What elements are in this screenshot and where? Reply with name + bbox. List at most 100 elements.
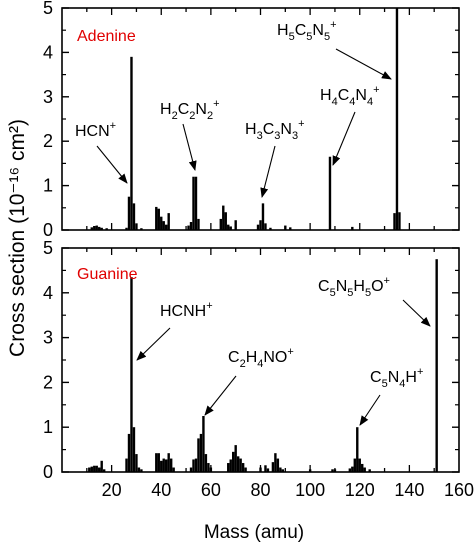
ion-label: H4C4N4+	[320, 84, 380, 108]
ion-label: H2C2N2+	[160, 98, 220, 122]
peak-bar	[93, 226, 96, 230]
peak-bar	[130, 56, 133, 231]
peak-bar	[137, 467, 141, 472]
peak-bar	[157, 208, 160, 230]
y-tick-label: 3	[43, 328, 53, 348]
peak-bar	[281, 469, 285, 472]
peak-bar	[100, 227, 103, 230]
annotation-arrow	[204, 375, 237, 416]
y-tick-label: 1	[43, 417, 53, 437]
peak-bar	[398, 212, 401, 230]
peak-bar	[328, 156, 332, 230]
y-tick-label: 0	[43, 220, 53, 240]
peak-bar	[256, 224, 260, 230]
peak-bar	[95, 225, 98, 230]
peak-bar	[222, 205, 225, 230]
peak-bar	[227, 463, 230, 472]
peak-bar	[194, 176, 198, 230]
peak-bar	[102, 469, 106, 472]
peak-bar	[125, 227, 128, 230]
peak-bar	[271, 462, 275, 472]
x-tick-label: 160	[444, 480, 474, 500]
annotation-arrow	[335, 48, 392, 80]
peak-bar	[241, 463, 245, 472]
ion-label: C2H4NO+	[228, 346, 294, 370]
peak-bar	[187, 225, 190, 230]
y-tick-label: 3	[43, 87, 53, 107]
peak-bar	[165, 224, 168, 230]
y-tick-label: 1	[43, 176, 53, 196]
x-tick-label: 100	[295, 480, 325, 500]
x-tick-label: 140	[394, 480, 424, 500]
peak-bar	[155, 453, 158, 472]
peak-bar	[189, 222, 193, 230]
y-tick-label: 0	[43, 462, 53, 482]
peak-bar	[353, 458, 356, 472]
peak-bar	[95, 465, 98, 472]
peak-bar	[435, 259, 438, 472]
peak-bar	[135, 454, 138, 472]
peak-bar	[348, 468, 352, 472]
peak-bar	[105, 228, 108, 230]
peak-bar	[274, 453, 277, 472]
peak-bar	[132, 427, 136, 472]
peak-bar	[155, 206, 158, 230]
peak-bar	[331, 469, 334, 472]
peak-bar	[100, 460, 103, 472]
peak-bar	[90, 227, 93, 230]
peak-bar	[363, 467, 366, 472]
peak-bar	[207, 463, 210, 472]
peak-bar	[98, 467, 101, 472]
sample-label: Guanine	[77, 266, 138, 283]
peak-bar	[361, 463, 364, 472]
ion-label: H3C3N3+	[245, 118, 305, 142]
ion-label: HCNH+	[160, 300, 213, 320]
peak-bar	[234, 445, 237, 472]
peak-bar	[189, 467, 193, 472]
peak-bar	[232, 451, 235, 472]
peak-bar	[276, 458, 280, 472]
peak-bar	[264, 223, 267, 230]
peak-bar	[169, 458, 173, 472]
peak-bar	[192, 176, 195, 230]
x-tick-label: 120	[345, 480, 375, 500]
peak-bar	[140, 469, 143, 472]
peak-bar	[157, 453, 160, 472]
peak-bar	[199, 433, 203, 472]
y-tick-label: 2	[43, 372, 53, 392]
peak-bar	[229, 226, 232, 230]
peak-bar	[356, 427, 359, 472]
peak-bar	[194, 458, 198, 472]
peak-bar	[130, 277, 133, 472]
peak-bar	[266, 468, 270, 472]
ion-label: HCN+	[75, 120, 116, 140]
peak-bar	[261, 203, 265, 230]
peak-bar	[125, 458, 128, 472]
peak-bar	[219, 218, 222, 230]
peak-bar	[162, 458, 165, 472]
peak-bar	[269, 227, 272, 230]
spectrum-panel-guanine: 0 1 2 3 4 5 20 40 60 80 100 120 140 160 Guanine HCNH+ C2…	[43, 238, 474, 500]
annotation-arrow	[182, 123, 197, 171]
x-axis-label: Mass (amu)	[204, 522, 304, 543]
peak-bar	[351, 226, 354, 230]
peak-bar	[239, 458, 242, 472]
peak-bar	[234, 220, 237, 230]
peak-bar	[192, 459, 195, 472]
peak-bar	[289, 227, 292, 230]
ion-label: C5N4H+	[370, 366, 423, 390]
x-tick-label: 60	[201, 480, 221, 500]
peak-bar	[351, 466, 354, 472]
y-tick-label: 4	[43, 42, 53, 62]
peak-bar	[132, 203, 136, 230]
spectrum-panel-adenine: 0 1 2 3 4 5 Adenine HCN+ H2C2N2+ H3C3N3+ H4C4N4+ H5…	[43, 0, 460, 240]
peak-bar	[167, 453, 170, 472]
y-tick-label: 5	[43, 238, 53, 258]
peak-bar	[279, 467, 282, 472]
y-tick-label: 5	[43, 0, 53, 18]
y-tick-label: 4	[43, 283, 53, 303]
peak-bar	[224, 212, 227, 230]
peak-bar	[93, 465, 96, 472]
peak-bar	[395, 8, 399, 230]
annotation-arrow	[136, 327, 171, 361]
